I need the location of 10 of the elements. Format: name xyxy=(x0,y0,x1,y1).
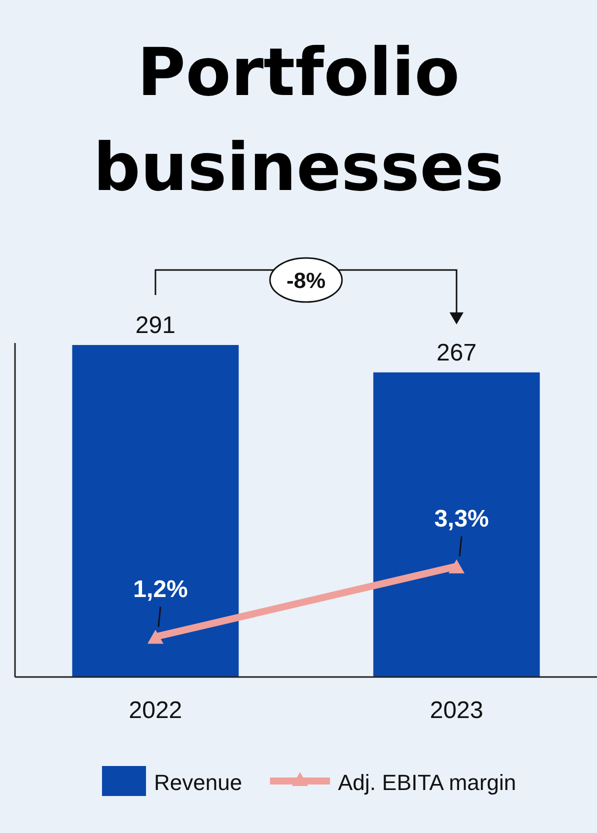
data-label: 3,3% xyxy=(434,505,489,532)
data-label: 291 xyxy=(135,312,176,339)
legend-label: Revenue xyxy=(154,770,242,795)
text: -8% xyxy=(286,268,326,293)
data-label: 1,2% xyxy=(133,576,188,603)
data-label: 267 xyxy=(436,339,477,366)
x-tick-label: 2022 xyxy=(128,697,182,724)
chart-title: Portfolio businesses xyxy=(93,34,504,206)
x-tick-label: 2023 xyxy=(430,697,484,724)
legend-label: Adj. EBITA margin xyxy=(338,770,516,795)
